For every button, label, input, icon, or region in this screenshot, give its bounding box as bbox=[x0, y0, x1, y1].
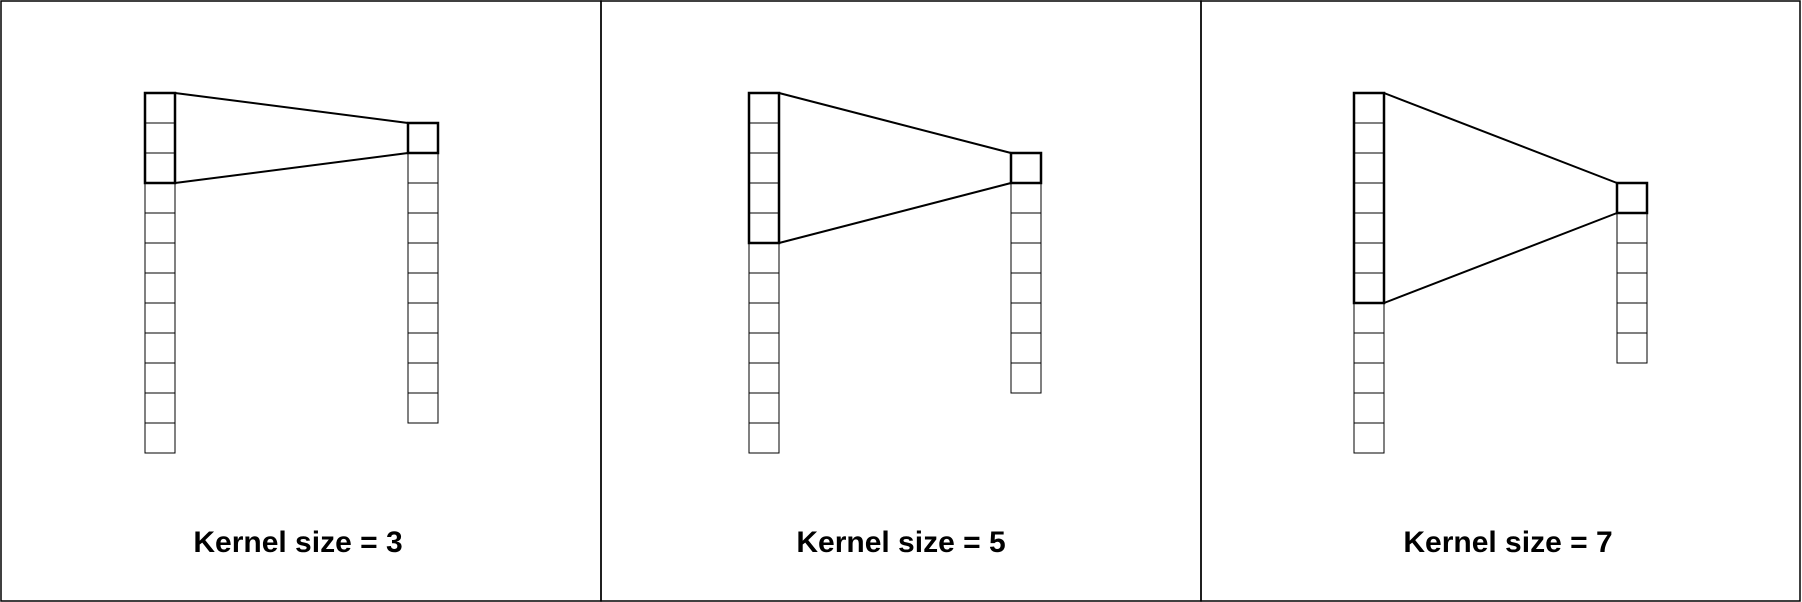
input-cell bbox=[748, 422, 780, 454]
receptive-field-line-top bbox=[1383, 92, 1618, 184]
panel-kernel-size-5: Kernel size = 5 bbox=[747, 91, 1043, 559]
receptive-field-line-top bbox=[174, 92, 409, 124]
output-cell bbox=[1010, 362, 1042, 394]
panel-drawing bbox=[747, 91, 1043, 454]
receptive-field-line-bottom bbox=[174, 152, 409, 184]
kernel-window bbox=[1352, 91, 1386, 305]
output-highlight-cell bbox=[1009, 151, 1043, 185]
receptive-field-line-bottom bbox=[1383, 212, 1618, 304]
receptive-field-line-top bbox=[778, 92, 1012, 154]
panel-caption: Kernel size = 5 bbox=[796, 526, 1005, 559]
input-cell bbox=[1353, 422, 1385, 454]
output-highlight-cell bbox=[406, 121, 440, 155]
panel-border bbox=[1200, 0, 1801, 602]
panel-drawing bbox=[143, 91, 440, 454]
panel-caption: Kernel size = 3 bbox=[193, 526, 402, 559]
panel-kernel-size-3: Kernel size = 3 bbox=[143, 91, 440, 559]
panel-drawing bbox=[1352, 91, 1649, 454]
input-cell bbox=[144, 422, 176, 454]
kernel-window bbox=[143, 91, 177, 185]
panel-caption: Kernel size = 7 bbox=[1403, 526, 1612, 559]
kernel-window bbox=[747, 91, 781, 245]
output-highlight-cell bbox=[1615, 181, 1649, 215]
output-cell bbox=[407, 392, 439, 424]
output-cell bbox=[1616, 332, 1648, 364]
panel-kernel-size-7: Kernel size = 7 bbox=[1352, 91, 1649, 559]
receptive-field-line-bottom bbox=[778, 182, 1012, 244]
